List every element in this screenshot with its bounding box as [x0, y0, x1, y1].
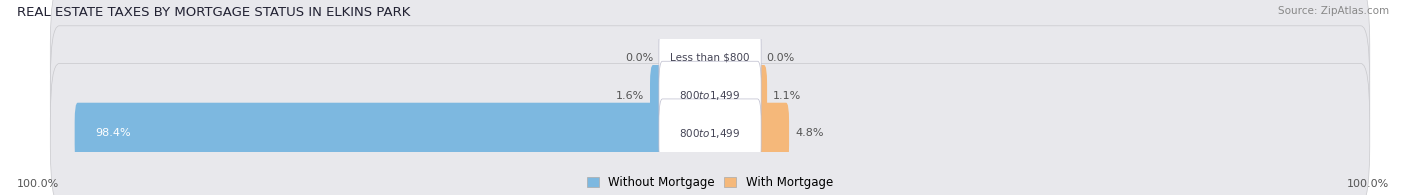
Text: 1.1%: 1.1% — [773, 90, 801, 101]
FancyBboxPatch shape — [51, 0, 1369, 128]
Text: 1.6%: 1.6% — [616, 90, 644, 101]
FancyBboxPatch shape — [75, 103, 665, 164]
FancyBboxPatch shape — [755, 103, 789, 164]
Text: $800 to $1,499: $800 to $1,499 — [679, 89, 741, 102]
Text: Source: ZipAtlas.com: Source: ZipAtlas.com — [1278, 6, 1389, 16]
Text: 0.0%: 0.0% — [626, 53, 654, 63]
Text: 100.0%: 100.0% — [1347, 179, 1389, 189]
Text: 98.4%: 98.4% — [96, 128, 131, 138]
Text: 4.8%: 4.8% — [794, 128, 824, 138]
FancyBboxPatch shape — [755, 65, 768, 126]
FancyBboxPatch shape — [51, 26, 1369, 165]
FancyBboxPatch shape — [51, 64, 1369, 195]
Legend: Without Mortgage, With Mortgage: Without Mortgage, With Mortgage — [588, 176, 832, 189]
Text: $800 to $1,499: $800 to $1,499 — [679, 127, 741, 140]
Text: Less than $800: Less than $800 — [671, 53, 749, 63]
FancyBboxPatch shape — [659, 61, 761, 130]
Text: REAL ESTATE TAXES BY MORTGAGE STATUS IN ELKINS PARK: REAL ESTATE TAXES BY MORTGAGE STATUS IN … — [17, 6, 411, 19]
Text: 0.0%: 0.0% — [766, 53, 794, 63]
FancyBboxPatch shape — [659, 24, 761, 92]
FancyBboxPatch shape — [659, 99, 761, 168]
Text: 100.0%: 100.0% — [17, 179, 59, 189]
FancyBboxPatch shape — [650, 65, 665, 126]
